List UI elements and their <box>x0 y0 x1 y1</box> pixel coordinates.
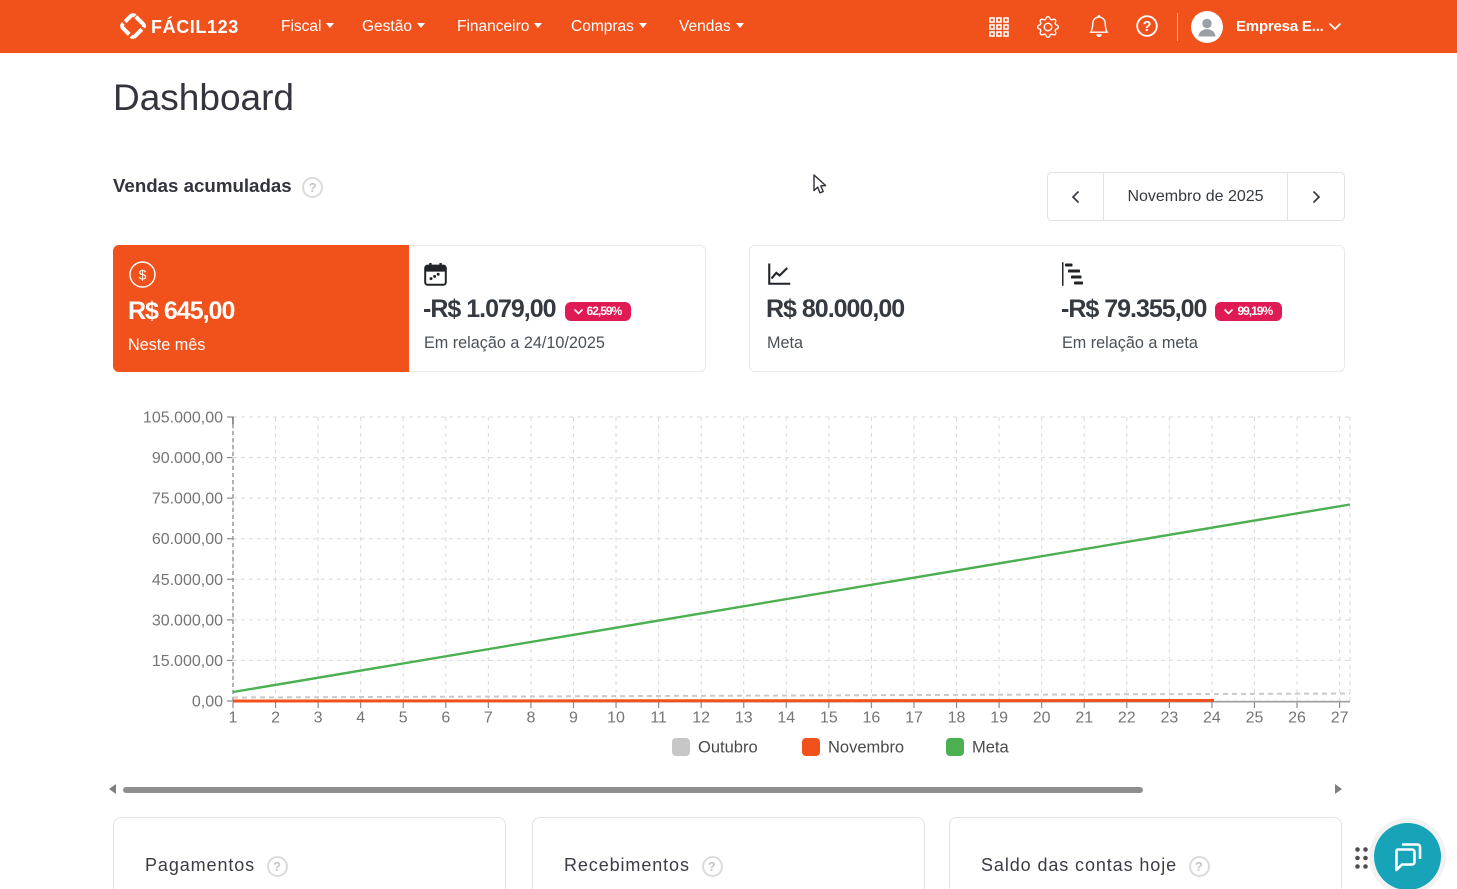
svg-text:105.000,00: 105.000,00 <box>143 410 223 427</box>
svg-text:4: 4 <box>356 710 365 727</box>
svg-text:Novembro: Novembro <box>828 739 904 757</box>
svg-text:3: 3 <box>314 710 323 727</box>
svg-text:12: 12 <box>692 710 710 727</box>
svg-text:Meta: Meta <box>972 739 1010 757</box>
svg-text:11: 11 <box>650 710 667 727</box>
svg-text:$: $ <box>139 266 147 282</box>
svg-text:15.000,00: 15.000,00 <box>152 653 223 670</box>
svg-text:26: 26 <box>1288 710 1306 727</box>
svg-text:23: 23 <box>1160 710 1178 727</box>
svg-text:8: 8 <box>526 710 535 727</box>
svg-text:6: 6 <box>441 710 450 727</box>
svg-text:24: 24 <box>1203 710 1221 727</box>
svg-text:5: 5 <box>399 710 408 727</box>
svg-text:19: 19 <box>990 710 1008 727</box>
svg-text:21: 21 <box>1075 710 1093 727</box>
svg-text:9: 9 <box>569 710 578 727</box>
svg-text:18: 18 <box>948 710 966 727</box>
svg-text:13: 13 <box>735 710 753 727</box>
svg-text:45.000,00: 45.000,00 <box>152 572 223 589</box>
svg-text:?: ? <box>1143 19 1152 35</box>
svg-text:30.000,00: 30.000,00 <box>152 612 223 629</box>
svg-text:14: 14 <box>777 710 795 727</box>
svg-text:7: 7 <box>484 710 493 727</box>
svg-text:10: 10 <box>607 710 625 727</box>
svg-text:0,00: 0,00 <box>192 694 223 711</box>
svg-text:16: 16 <box>863 710 881 727</box>
svg-text:75.000,00: 75.000,00 <box>152 491 223 508</box>
svg-text:90.000,00: 90.000,00 <box>152 450 223 467</box>
svg-text:22: 22 <box>1118 710 1136 727</box>
svg-text:2: 2 <box>271 710 280 727</box>
svg-text:20: 20 <box>1033 710 1051 727</box>
svg-text:27: 27 <box>1331 710 1349 727</box>
svg-text:60.000,00: 60.000,00 <box>152 531 223 548</box>
svg-text:25: 25 <box>1246 710 1264 727</box>
svg-text:15: 15 <box>820 710 838 727</box>
svg-text:1: 1 <box>229 710 238 727</box>
svg-text:Outubro: Outubro <box>698 739 758 757</box>
svg-text:17: 17 <box>905 710 923 727</box>
